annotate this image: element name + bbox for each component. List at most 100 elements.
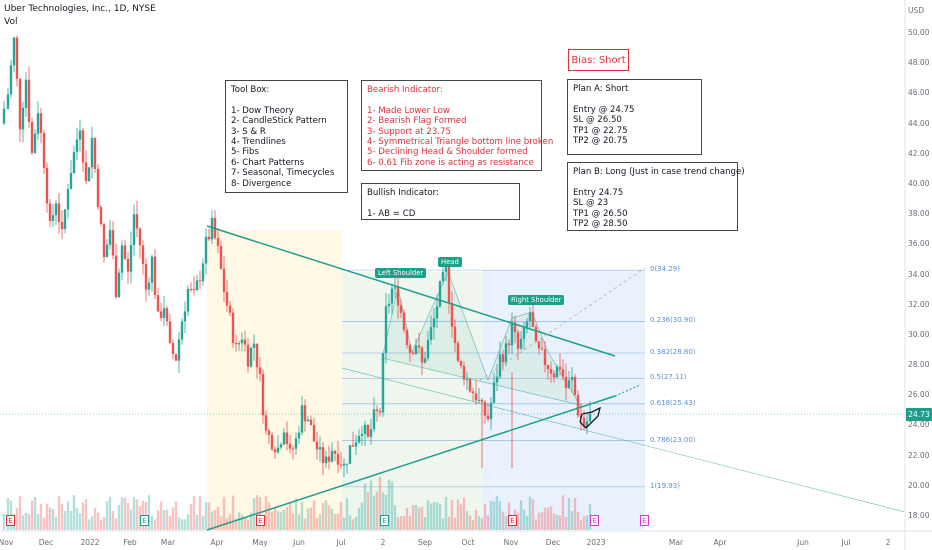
candle-body: [288, 443, 292, 449]
candle-body: [408, 345, 412, 353]
candle-body: [582, 417, 586, 427]
candle-body: [279, 444, 283, 448]
bearish-item: 3- Support at 23.75: [367, 126, 451, 137]
candle-body: [204, 236, 208, 264]
candle-body: [168, 321, 172, 343]
candle-body: [36, 113, 40, 134]
candle-body: [75, 139, 79, 153]
candle-body: [510, 322, 514, 346]
earnings-event-marker[interactable]: E: [590, 515, 599, 526]
volume-bar: [396, 517, 400, 530]
volume-bar: [246, 519, 250, 530]
volume-bar: [24, 512, 28, 530]
candle-body: [390, 288, 394, 304]
earnings-event-marker[interactable]: E: [256, 515, 265, 526]
candle-body: [423, 358, 427, 363]
candle-body: [534, 326, 538, 342]
candle-body: [315, 441, 319, 450]
volume-bar: [360, 502, 364, 530]
volume-bar: [150, 515, 154, 530]
volume-bar: [45, 503, 49, 530]
volume-bar: [402, 515, 406, 530]
candle-body: [513, 322, 517, 333]
candle-body: [564, 376, 568, 389]
volume-bar: [528, 496, 532, 530]
volume-bar: [489, 500, 493, 530]
x-tick-label: Feb: [123, 538, 137, 547]
candle-body: [93, 137, 97, 169]
bearish-item: 2- Bearish Flag Formed: [367, 116, 467, 127]
volume-bar: [519, 500, 523, 530]
candle-body: [321, 447, 325, 463]
x-tick-label: Nov: [0, 538, 14, 547]
earnings-event-marker[interactable]: E: [140, 515, 149, 526]
y-tick-label: 46.00: [908, 88, 930, 98]
volume-bar: [327, 505, 331, 530]
candle-body: [270, 435, 274, 450]
candle-body: [267, 430, 271, 436]
candle-body: [567, 380, 571, 389]
volume-bar: [108, 496, 112, 530]
candle-body: [258, 367, 262, 374]
bearish-item: 4- Symmetrical Triangle bottom line brok…: [367, 137, 554, 148]
fib-level-label: 0(34.29): [650, 265, 680, 274]
volume-bar: [543, 507, 547, 530]
candle-body: [165, 308, 169, 322]
candle-body: [120, 245, 124, 273]
toolbox-item: 2- CandleStick Pattern: [231, 116, 327, 127]
candle-body: [117, 272, 121, 298]
toolbox-item: 6- Chart Patterns: [231, 157, 305, 168]
volume-bar: [192, 496, 196, 530]
candle-body: [429, 327, 433, 340]
volume-bar: [465, 511, 469, 530]
volume-bar: [405, 507, 409, 530]
volume-bar: [69, 511, 73, 530]
volume-bar: [345, 498, 349, 530]
plan-a-item: TP1 @ 22.75: [573, 125, 628, 136]
fib-level-label: 0.5(27.11): [650, 373, 687, 382]
candle-body: [345, 463, 349, 465]
candle-body: [153, 256, 157, 296]
candle-body: [231, 312, 235, 344]
volume-bar: [444, 497, 448, 530]
candle-body: [18, 78, 22, 130]
volume-bar: [453, 517, 457, 530]
candle-body: [312, 425, 316, 442]
volume-bar: [210, 511, 214, 530]
earnings-event-marker[interactable]: E: [6, 515, 15, 526]
triangle-lower-trendline: [206, 395, 616, 531]
volume-bar: [420, 506, 424, 530]
volume-bar: [54, 516, 58, 530]
candle-body: [264, 415, 268, 431]
bearish-item: 6- 0.61 Fib zone is acting as resistance: [367, 157, 534, 168]
candle-body: [195, 280, 199, 291]
candle-body: [87, 167, 91, 182]
candle-body: [189, 288, 193, 290]
volume-bar: [372, 495, 376, 530]
earnings-event-marker[interactable]: E: [508, 515, 517, 526]
volume-bar: [78, 513, 82, 530]
candle-body: [21, 107, 25, 130]
bearish-title: Bearish Indicator:: [367, 85, 443, 95]
fib-level-label: 0.786(23.00): [650, 435, 696, 444]
candle-body: [342, 463, 346, 466]
candle-body: [462, 365, 466, 380]
candle-body: [543, 349, 547, 366]
volume-bar: [492, 501, 496, 530]
candle-body: [150, 256, 154, 283]
earnings-event-marker[interactable]: E: [640, 515, 649, 526]
plan-b-item: TP1 @ 26.50: [573, 208, 628, 219]
candle-body: [531, 312, 535, 327]
volume-bar: [147, 495, 151, 530]
candle-body: [399, 305, 403, 313]
volume-bar: [276, 511, 280, 530]
volume-bar: [2, 513, 6, 530]
candle-body: [201, 263, 205, 282]
x-tick-label: Nov: [503, 538, 519, 547]
candle-body: [363, 424, 367, 434]
toolbox-item: 3- S & R: [231, 126, 266, 137]
candle-body: [387, 303, 391, 307]
earnings-event-marker[interactable]: E: [380, 515, 389, 526]
candle-body: [6, 94, 10, 109]
